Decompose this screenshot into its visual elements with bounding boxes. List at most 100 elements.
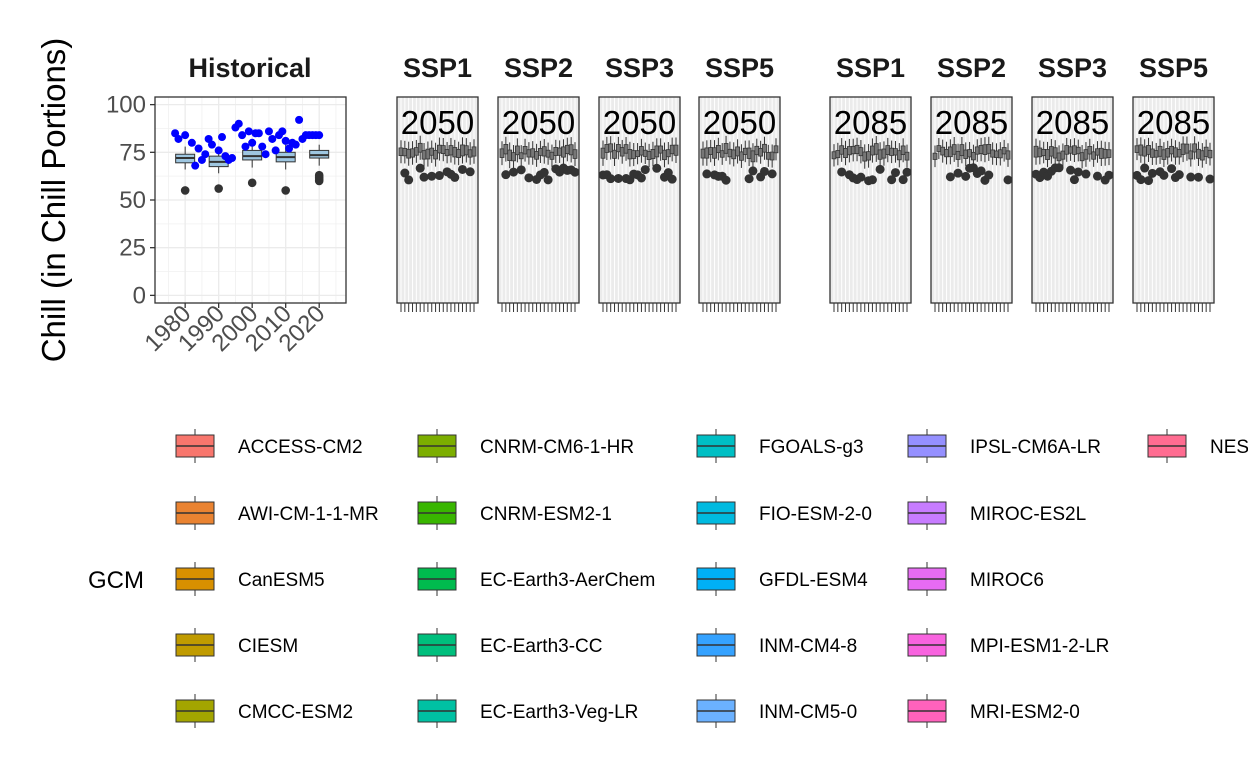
legend-label: FGOALS-g3 <box>759 437 864 458</box>
box-outlier <box>902 167 912 177</box>
y-tick-label: 100 <box>106 92 146 119</box>
box-outlier <box>1073 167 1083 177</box>
legend-label: IPSL-CM6A-LR <box>970 437 1101 458</box>
panel-ssp3-2050: SSP3 2050 <box>598 53 681 312</box>
box-body <box>758 147 764 157</box>
panel-title: SSP5 <box>1139 53 1208 83</box>
box-outlier <box>1167 164 1177 174</box>
legend-label: MIROC6 <box>970 570 1044 591</box>
box-body <box>522 146 528 155</box>
legend-item-miroc6: MIROC6 <box>907 562 1044 596</box>
panel-background <box>830 97 911 303</box>
box-body <box>974 146 980 155</box>
box-body <box>1165 148 1171 158</box>
observed-point <box>258 142 267 151</box>
observed-point <box>268 134 277 143</box>
panel-border <box>930 96 1013 304</box>
panel-title: SSP1 <box>403 53 472 83</box>
box-body <box>986 144 992 154</box>
box-body <box>463 145 469 156</box>
box-body <box>410 148 415 158</box>
box-outlier <box>640 165 650 175</box>
box-outlier <box>281 186 290 195</box>
box-body <box>1149 148 1155 158</box>
box-body <box>406 148 412 159</box>
box-body <box>704 147 710 159</box>
box-body <box>604 144 610 153</box>
box-outlier <box>856 172 866 182</box>
legend-items: ACCESS-CM2 AWI-CM-1-1-MR CanESM5 CIESM CMCC-… <box>175 429 1248 728</box>
observed-point <box>207 140 216 149</box>
box-outlier <box>570 167 580 177</box>
legend-label: AWI-CM-1-1-MR <box>238 504 379 525</box>
legend-item-mpi-esm1-2-lr: MPI-ESM1-2-LR <box>907 628 1109 662</box>
box-outlier <box>180 186 190 195</box>
box-outlier <box>867 175 877 185</box>
box-outlier <box>1092 171 1102 181</box>
box-body <box>549 151 555 160</box>
observed-point <box>241 142 250 151</box>
box-body <box>1106 149 1112 158</box>
panel-background <box>699 97 780 303</box>
observed-point <box>295 115 304 124</box>
box-body <box>665 149 671 158</box>
legend-label: MRI-ESM2-0 <box>970 702 1080 723</box>
observed-point <box>191 161 200 170</box>
year-label: 2085 <box>935 104 1008 141</box>
box-body <box>460 144 465 157</box>
legend-item-miroc-es2l: MIROC-ES2L <box>907 496 1086 530</box>
box-body <box>889 147 895 156</box>
box-body <box>1134 145 1140 153</box>
box-body <box>746 147 752 159</box>
legend-label: CNRM-CM6-1-HR <box>480 437 634 458</box>
box-outlier <box>1066 165 1076 175</box>
box-body <box>750 150 756 163</box>
box-body <box>619 147 625 157</box>
box-body <box>1184 143 1190 154</box>
box-body <box>635 150 640 158</box>
box-body <box>944 148 949 158</box>
box-body <box>765 152 771 160</box>
year-label: 2050 <box>603 104 676 141</box>
box-outlier <box>1140 163 1150 173</box>
observed-point <box>174 134 183 143</box>
box-body <box>639 146 644 156</box>
legend-item-nes: NES <box>1147 429 1248 463</box>
y-axis-ticks: 0 25 50 75 100 <box>106 92 155 309</box>
observed-point <box>261 150 270 159</box>
box-outlier <box>898 175 908 185</box>
box-outlier <box>1186 172 1196 182</box>
legend-label: GFDL-ESM4 <box>759 570 868 591</box>
observed-point <box>244 127 253 136</box>
legend-item-ec-earth3-veg-lr: EC-Earth3-Veg-LR <box>417 694 638 728</box>
box-body <box>1192 143 1198 153</box>
box-body <box>623 144 629 154</box>
box-body <box>1138 144 1144 156</box>
box-body <box>1173 147 1178 158</box>
box-2020 <box>309 144 330 186</box>
panel-title: SSP1 <box>836 53 905 83</box>
box-body <box>1068 146 1073 154</box>
box-body <box>990 149 996 158</box>
box-body <box>858 147 864 157</box>
panel-border <box>1132 96 1215 304</box>
box-body <box>456 148 462 158</box>
box-body <box>530 148 536 158</box>
year-label: 2050 <box>703 104 776 141</box>
legend-item-inm-cm5-0: INM-CM5-0 <box>696 694 857 728</box>
box-outlier <box>748 166 758 176</box>
box-body <box>854 144 860 155</box>
box-body <box>1064 145 1070 155</box>
box-body <box>1207 149 1213 159</box>
observed-point <box>194 144 203 153</box>
legend-label: MPI-ESM1-2-LR <box>970 636 1109 657</box>
panel-ssp5-2085: SSP5 2085 <box>1132 53 1215 312</box>
box-body <box>896 150 902 161</box>
box-body <box>1102 148 1108 159</box>
box-body <box>866 151 871 161</box>
box-outlier <box>1174 170 1184 180</box>
box-body <box>413 147 419 156</box>
box-outlier <box>427 171 437 181</box>
observed-point <box>238 131 247 140</box>
box-body <box>877 149 883 160</box>
